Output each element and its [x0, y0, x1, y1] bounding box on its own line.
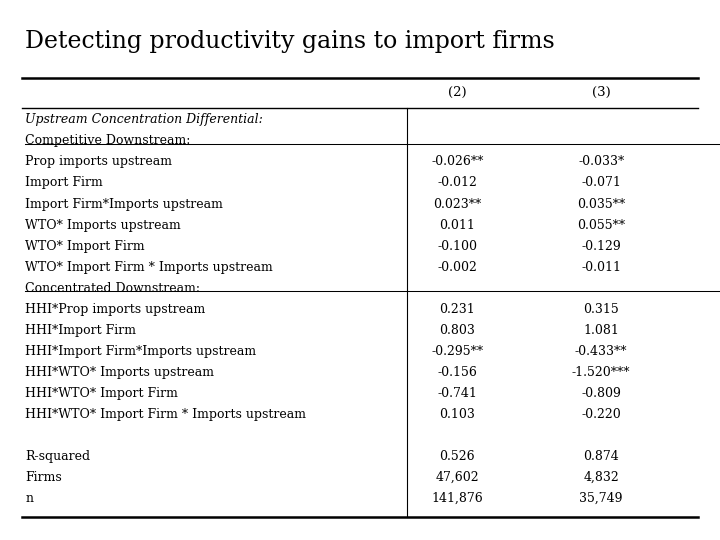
- Text: n: n: [25, 492, 33, 505]
- Text: -0.026**: -0.026**: [431, 156, 483, 168]
- Text: -0.012: -0.012: [437, 177, 477, 190]
- Text: HHI*WTO* Import Firm * Imports upstream: HHI*WTO* Import Firm * Imports upstream: [25, 408, 306, 421]
- Text: HHI*Import Firm: HHI*Import Firm: [25, 323, 136, 337]
- Text: HHI*WTO* Imports upstream: HHI*WTO* Imports upstream: [25, 366, 215, 379]
- Text: Import Firm*Imports upstream: Import Firm*Imports upstream: [25, 198, 223, 211]
- Text: HHI*Prop imports upstream: HHI*Prop imports upstream: [25, 303, 205, 316]
- Text: -0.002: -0.002: [437, 261, 477, 274]
- Text: 0.023**: 0.023**: [433, 198, 482, 211]
- Text: -0.100: -0.100: [437, 240, 477, 253]
- Text: 0.055**: 0.055**: [577, 219, 625, 232]
- Text: 0.874: 0.874: [583, 450, 619, 463]
- Text: Detecting productivity gains to import firms: Detecting productivity gains to import f…: [25, 30, 555, 53]
- Text: 47,602: 47,602: [436, 471, 479, 484]
- Text: -0.011: -0.011: [581, 261, 621, 274]
- Text: 0.103: 0.103: [439, 408, 475, 421]
- Text: -0.156: -0.156: [437, 366, 477, 379]
- Text: -0.433**: -0.433**: [575, 345, 627, 357]
- Text: Firms: Firms: [25, 471, 62, 484]
- Text: Import Firm: Import Firm: [25, 177, 103, 190]
- Text: -1.520***: -1.520***: [572, 366, 631, 379]
- Text: WTO* Imports upstream: WTO* Imports upstream: [25, 219, 181, 232]
- Text: -0.220: -0.220: [581, 408, 621, 421]
- Text: -0.809: -0.809: [581, 387, 621, 400]
- Text: 1.081: 1.081: [583, 323, 619, 337]
- Text: -0.129: -0.129: [581, 240, 621, 253]
- Text: 141,876: 141,876: [431, 492, 483, 505]
- Text: 0.803: 0.803: [439, 323, 475, 337]
- Text: -0.741: -0.741: [437, 387, 477, 400]
- Text: Competitive Downstream:: Competitive Downstream:: [25, 134, 191, 147]
- Text: WTO* Import Firm * Imports upstream: WTO* Import Firm * Imports upstream: [25, 261, 273, 274]
- Text: HHI*WTO* Import Firm: HHI*WTO* Import Firm: [25, 387, 178, 400]
- Text: -0.071: -0.071: [581, 177, 621, 190]
- Text: 0.011: 0.011: [439, 219, 475, 232]
- Text: Upstream Concentration Differential:: Upstream Concentration Differential:: [25, 113, 263, 126]
- Text: 35,749: 35,749: [580, 492, 623, 505]
- Text: 0.035**: 0.035**: [577, 198, 626, 211]
- Text: 0.231: 0.231: [439, 303, 475, 316]
- Text: R-squared: R-squared: [25, 450, 90, 463]
- Text: HHI*Import Firm*Imports upstream: HHI*Import Firm*Imports upstream: [25, 345, 256, 357]
- Text: 0.526: 0.526: [439, 450, 475, 463]
- Text: Prop imports upstream: Prop imports upstream: [25, 156, 172, 168]
- Text: 4,832: 4,832: [583, 471, 619, 484]
- Text: -0.033*: -0.033*: [578, 156, 624, 168]
- Text: Concentrated Downstream:: Concentrated Downstream:: [25, 282, 200, 295]
- Text: (3): (3): [592, 86, 611, 99]
- Text: -0.295**: -0.295**: [431, 345, 483, 357]
- Text: WTO* Import Firm: WTO* Import Firm: [25, 240, 145, 253]
- Text: 0.315: 0.315: [583, 303, 619, 316]
- Text: (2): (2): [448, 86, 467, 99]
